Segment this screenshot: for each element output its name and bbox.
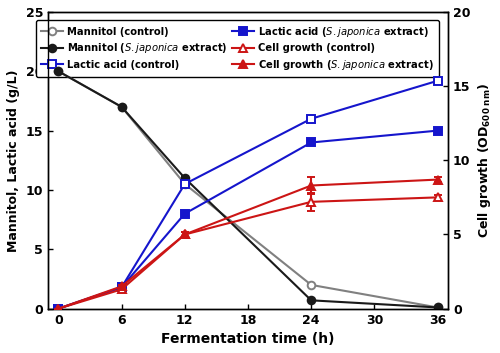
Legend: Mannitol (control), Mannitol ($\it{S. japonica}$ extract), Lactic acid (control): Mannitol (control), Mannitol ($\it{S. ja…	[36, 20, 439, 77]
Y-axis label: Cell growth (OD$_{\mathregular{600\ nm}}$): Cell growth (OD$_{\mathregular{600\ nm}}…	[476, 83, 493, 238]
X-axis label: Fermentation time (h): Fermentation time (h)	[162, 332, 335, 346]
Y-axis label: Mannitol, Lactic acid (g/L): Mannitol, Lactic acid (g/L)	[7, 69, 20, 252]
